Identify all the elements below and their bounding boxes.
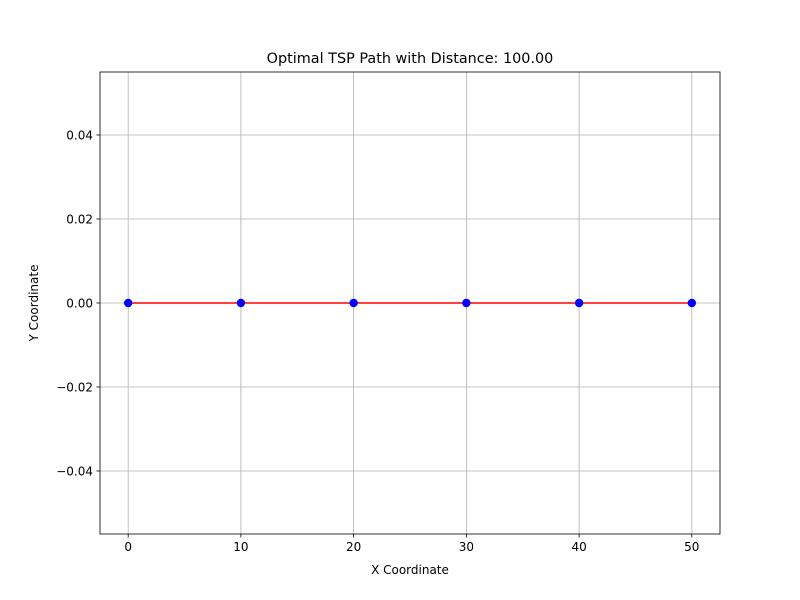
y-tick-label: 0.00	[66, 296, 93, 310]
x-tick-label: 10	[233, 540, 248, 554]
city-point	[236, 298, 246, 308]
city-points	[123, 298, 697, 308]
y-tick-label: 0.02	[66, 212, 93, 226]
x-tick-label: 30	[459, 540, 474, 554]
x-tick-label: 40	[571, 540, 586, 554]
x-tick-label: 20	[346, 540, 361, 554]
city-point	[349, 298, 358, 308]
city-point	[574, 298, 584, 308]
city-point	[462, 298, 471, 308]
y-tick-label: −0.04	[56, 464, 93, 478]
y-axis-label: Y Coordinate	[27, 265, 41, 343]
x-axis-label: X Coordinate	[371, 563, 449, 577]
chart-title: Optimal TSP Path with Distance: 100.00	[267, 51, 554, 67]
y-tick-label: 0.04	[66, 128, 93, 142]
x-tick-label: 50	[684, 540, 699, 554]
x-tick-label: 0	[124, 540, 132, 554]
city-point	[687, 298, 697, 308]
y-tick-label: −0.02	[56, 380, 93, 394]
ticks: 0 10 20 30 40 50 −0.04 −0.02 0.00 0.02 0.04	[56, 128, 699, 554]
city-point	[123, 298, 133, 308]
